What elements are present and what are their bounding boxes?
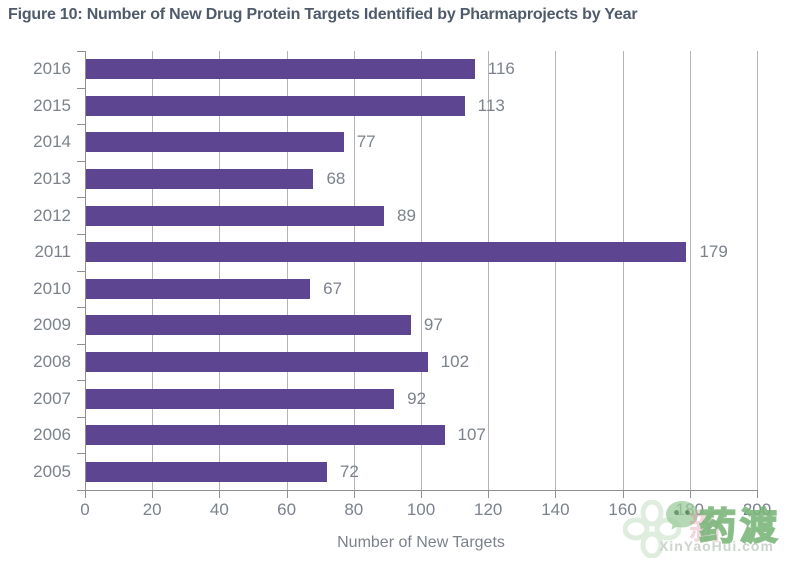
y-axis-tick [77,380,85,382]
grid-line [421,51,422,490]
y-axis-tick [77,307,85,309]
grid-line [757,51,758,490]
x-tick-label: 80 [344,500,364,519]
grid-line [488,51,490,490]
x-axis-tick [219,490,221,498]
x-tick-label: 60 [277,500,297,519]
value-label: 113 [477,95,505,115]
figure-title: Figure 10: Number of New Drug Protein Ta… [8,6,638,23]
grid-line [353,51,355,490]
bar [86,425,445,446]
grid-line [689,51,691,490]
bar [86,461,327,482]
value-label: 116 [487,59,515,79]
year-label: 2009 [33,315,71,335]
watermark-logo-text: 药渡 [698,505,781,548]
x-tick-label: 40 [209,500,229,519]
grid-line [152,51,154,490]
year-label: 2015 [33,95,71,115]
x-tick-label: 160 [608,500,637,519]
y-axis-tick [77,87,85,89]
x-axis-tick [286,490,288,498]
y-axis-tick [77,343,85,345]
year-label: 2005 [33,461,71,481]
x-axis-tick [421,490,422,498]
x-axis-tick [555,490,557,498]
value-label: 107 [457,425,486,445]
x-axis-title: Number of New Targets [337,534,505,551]
y-axis-line [85,51,86,490]
grid-line [286,51,288,490]
y-axis-tick [77,233,85,235]
year-label: 2011 [34,242,71,262]
value-label: 68 [326,169,346,189]
value-label: 72 [339,461,359,481]
bar [86,132,344,153]
x-axis-tick [353,490,355,498]
value-label: 77 [356,132,376,152]
x-tick-label: 200 [742,500,772,519]
grid-line [219,51,221,490]
bar [86,242,687,263]
x-tick-label: 0 [80,500,90,519]
y-axis-tick [77,160,85,162]
x-axis-tick [152,490,154,498]
bar [86,351,428,372]
value-label: 67 [323,278,343,298]
bar [86,315,411,336]
year-label: 2013 [33,169,71,189]
value-label: 179 [699,242,728,262]
year-label: 2010 [33,278,71,298]
x-axis-tick [85,490,86,498]
x-axis-tick [622,490,624,498]
x-axis-tick [488,490,490,498]
year-label: 2016 [33,59,71,79]
bar [86,388,395,409]
y-axis-tick [77,490,85,491]
y-axis-tick [77,51,85,52]
y-axis-tick [77,124,85,126]
wechat-icon [666,501,698,530]
y-axis-tick [77,416,85,418]
x-tick-label: 120 [474,500,503,519]
year-label: 2007 [33,388,71,408]
value-label: 92 [407,388,427,408]
year-label: 2008 [33,351,71,371]
x-axis-line [85,490,758,491]
x-axis-tick [689,490,691,498]
grid-line [555,51,557,490]
watermark-faint-character: 新 [689,509,723,547]
year-label: 2012 [33,205,71,225]
bar [86,95,465,116]
year-label: 2006 [33,425,71,445]
value-label: 89 [397,205,416,225]
watermark: 新 药渡 XinYaoHui.com [623,494,798,566]
y-axis-tick [77,197,85,199]
x-tick-label: 140 [541,500,570,519]
grid-line [622,51,624,490]
x-tick-label: 20 [142,500,162,519]
year-label: 2014 [33,132,71,152]
bar [86,59,475,80]
x-axis-tick [757,490,758,498]
y-axis-tick [77,453,85,455]
bar [86,278,311,299]
value-label: 97 [423,315,443,335]
x-tick-label: 100 [406,500,436,519]
value-label: 102 [440,351,470,371]
bar [86,169,314,190]
watermark-url-text: XinYaoHui.com [659,538,774,554]
bar [86,205,385,226]
y-axis-tick [77,270,85,272]
